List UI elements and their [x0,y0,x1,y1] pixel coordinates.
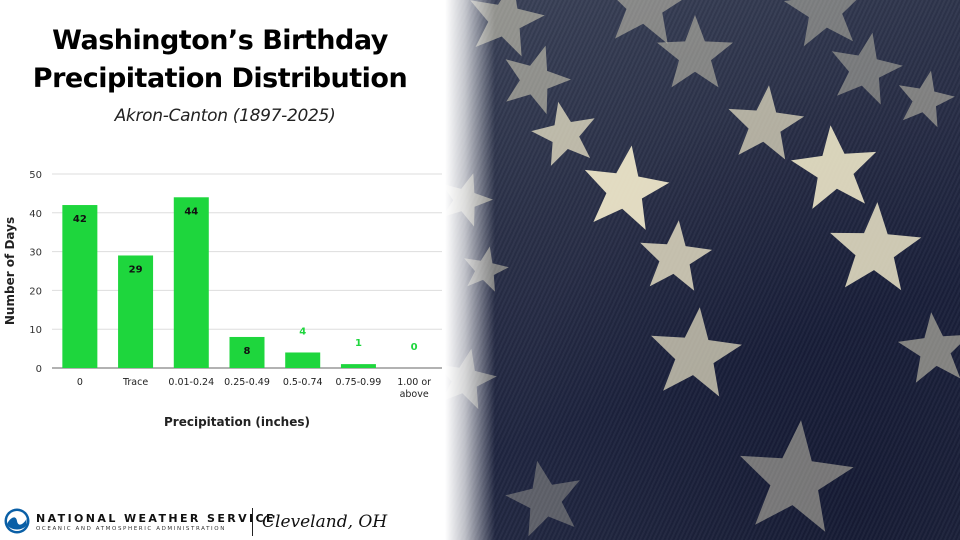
y-tick-label-50: 50 [29,170,42,181]
bar-0 [62,205,98,368]
agency-name: NATIONAL WEATHER SERVICE [36,512,276,525]
subtitle: Akron-Canton (1897-2025) [114,106,336,126]
data-label-3: 8 [244,346,251,357]
title-line-2: Precipitation Distribution [32,63,408,94]
bar-2 [173,197,209,368]
bar-4 [285,352,321,368]
flag-stars [445,0,960,537]
flag-star-3 [505,45,571,115]
flag-star-18 [740,420,854,532]
flag-star-19 [505,460,580,537]
data-label-2: 44 [184,206,198,217]
flag-star-10 [791,125,877,209]
bar-5 [340,364,376,368]
image-fade [445,0,495,540]
office-name: Cleveland, OH [262,512,388,532]
x-tick-label-0: 0 [77,377,83,388]
data-label-1: 29 [129,264,143,275]
flag-star-7 [728,85,805,160]
bar-3 [229,336,265,368]
flag-star-16 [897,312,960,383]
x-tick-label-6: 1.00 or above [397,377,431,400]
flag-star-8 [898,70,955,128]
y-tick-label-30: 30 [29,248,42,259]
data-label-4: 4 [299,326,306,337]
footer: NATIONAL WEATHER SERVICE OCEANIC AND ATM… [0,506,470,540]
flag-star-13 [830,202,922,291]
y-tick-label-20: 20 [29,286,42,297]
flag-star-6 [531,101,595,166]
y-tick-label-10: 10 [29,325,42,336]
x-tick-label-3: 0.25-0.49 [224,377,270,388]
data-label-6: 0 [411,342,418,353]
flag-star-4 [657,15,733,88]
y-axis-title: Number of Days [3,217,17,325]
left-panel: Washington’s Birthday Precipitation Dist… [0,0,470,540]
flag-star-15 [651,307,742,397]
y-tick-label-0: 0 [36,364,42,375]
y-tick-label-40: 40 [29,209,42,220]
data-label-5: 1 [355,338,362,349]
footer-divider [252,508,253,536]
data-label-0: 42 [73,214,87,225]
flag-star-12 [640,220,713,291]
flag-star-1 [615,0,682,44]
flag-star-9 [584,145,670,230]
agency-subtitle: OCEANIC AND ATMOSPHERIC ADMINISTRATION [36,526,226,532]
x-tick-label-2: 0.01-0.24 [168,377,214,388]
page-title: Washington’s Birthday Precipitation Dist… [0,22,440,98]
x-tick-label-4: 0.5-0.74 [283,377,323,388]
title-line-1: Washington’s Birthday [52,25,388,56]
x-axis-title: Precipitation (inches) [164,415,310,429]
flag-star-2 [784,0,857,47]
bar-1 [118,255,154,368]
precipitation-bar-chart: 0102030405042029Trace440.01-0.2480.25-0.… [3,170,442,429]
noaa-logo-icon [4,508,30,534]
x-tick-label-1: Trace [122,377,148,388]
flag-star-5 [831,32,903,105]
flag-background-image [445,0,960,540]
x-tick-label-5: 0.75-0.99 [336,377,382,388]
